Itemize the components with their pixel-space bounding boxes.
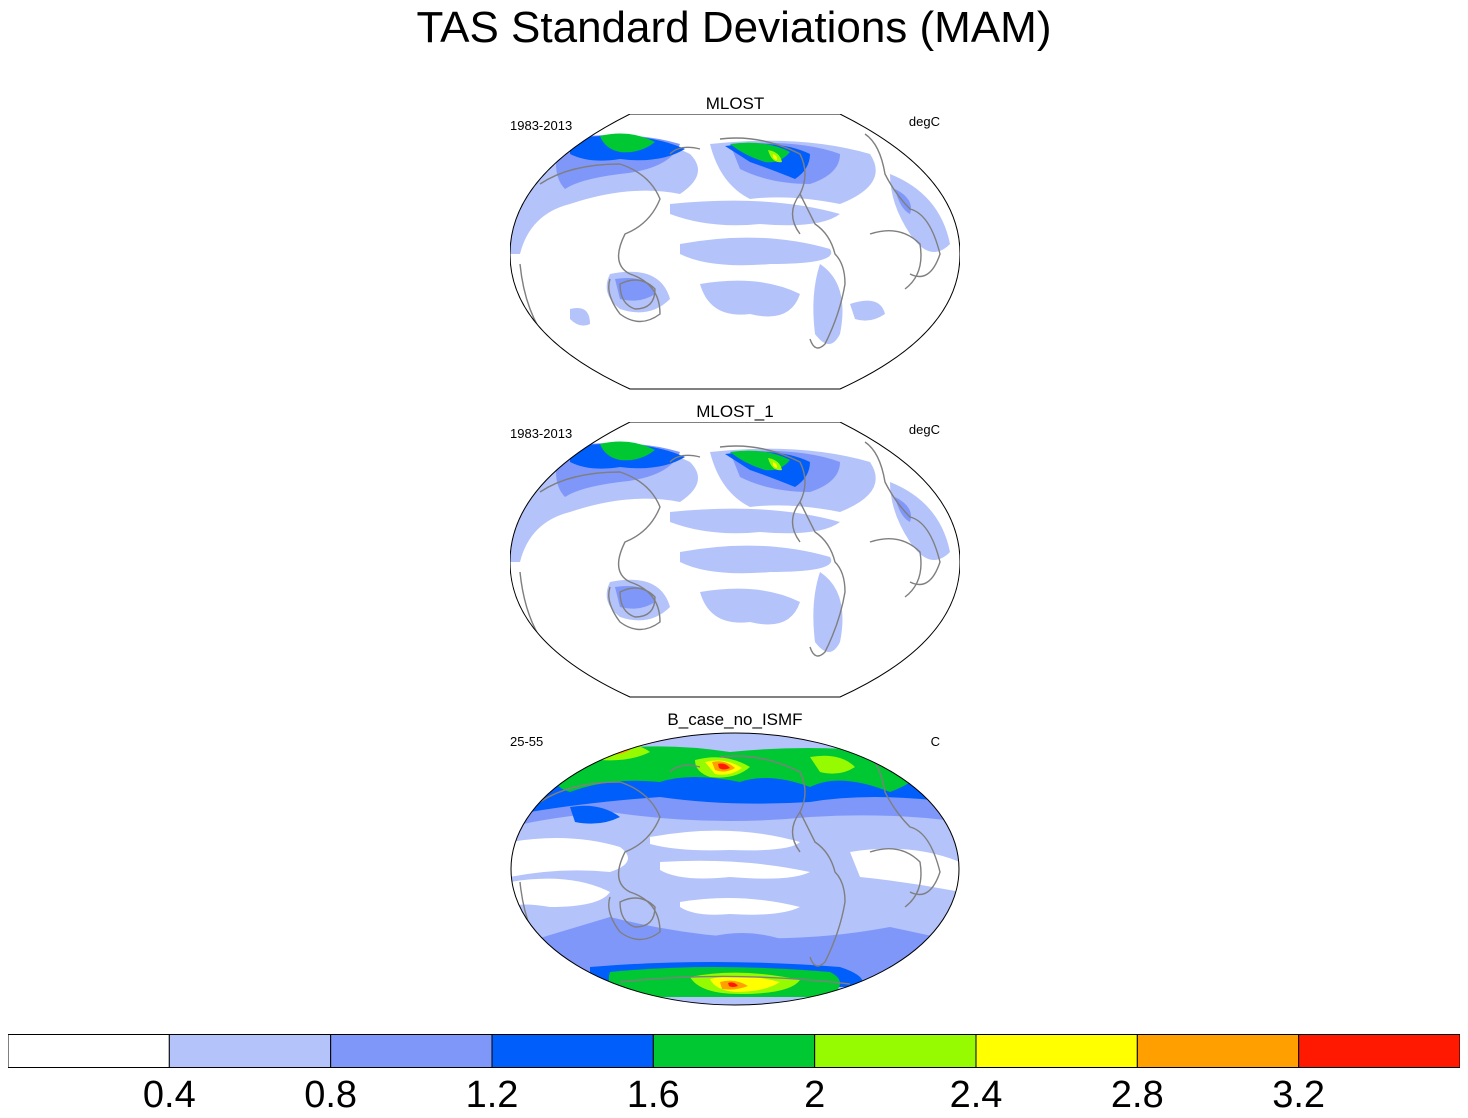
page-title: TAS Standard Deviations (MAM) (416, 3, 1052, 52)
world-map-mlost-1 (510, 422, 960, 698)
panel-units-label: degC (908, 422, 940, 437)
colorbar-tick-label: 2.4 (949, 1074, 1003, 1116)
panel-title: MLOST_1 (696, 402, 774, 421)
colorbar-tick-label: 1.2 (465, 1074, 519, 1116)
colorbar-swatch (491, 1034, 654, 1068)
world-map-mlost (510, 114, 960, 390)
panel-units-label: degC (908, 114, 940, 129)
world-map-b-case-no-ismf (510, 732, 960, 1006)
colorbar-swatch (8, 1034, 170, 1068)
colorbar (8, 1034, 1460, 1068)
colorbar-swatch (652, 1034, 816, 1068)
colorbar-tick-label: 3.2 (1272, 1074, 1326, 1116)
colorbar-swatch (1298, 1034, 1460, 1068)
colorbar-tick-label: 0.8 (304, 1074, 358, 1116)
map-panel-b-case-no-ismf: B_case_no_ISMF 25-55 C (510, 710, 960, 1010)
colorbar-swatch (814, 1034, 977, 1068)
panel-units-label: C (930, 734, 940, 749)
colorbar-tick-label: 1.6 (626, 1074, 680, 1116)
panel-title: B_case_no_ISMF (667, 710, 803, 729)
colorbar-tick-label: 2 (804, 1074, 826, 1116)
panel-period-label: 25-55 (510, 734, 544, 749)
panel-title: MLOST (705, 94, 765, 113)
colorbar-swatch (975, 1034, 1138, 1068)
colorbar-swatch (168, 1034, 332, 1068)
colorbar-tick-label: 2.8 (1110, 1074, 1164, 1116)
panel-period-label: 1983-2013 (510, 118, 573, 133)
colorbar-swatch (330, 1034, 493, 1068)
panel-period-label: 1983-2013 (510, 426, 573, 441)
colorbar-tick-label: 0.4 (142, 1074, 196, 1116)
map-panel-mlost: MLOST 1983-2013 degC (510, 92, 960, 392)
map-panel-mlost-1: MLOST_1 1983-2013 degC (510, 400, 960, 700)
colorbar-swatch (1136, 1034, 1300, 1068)
